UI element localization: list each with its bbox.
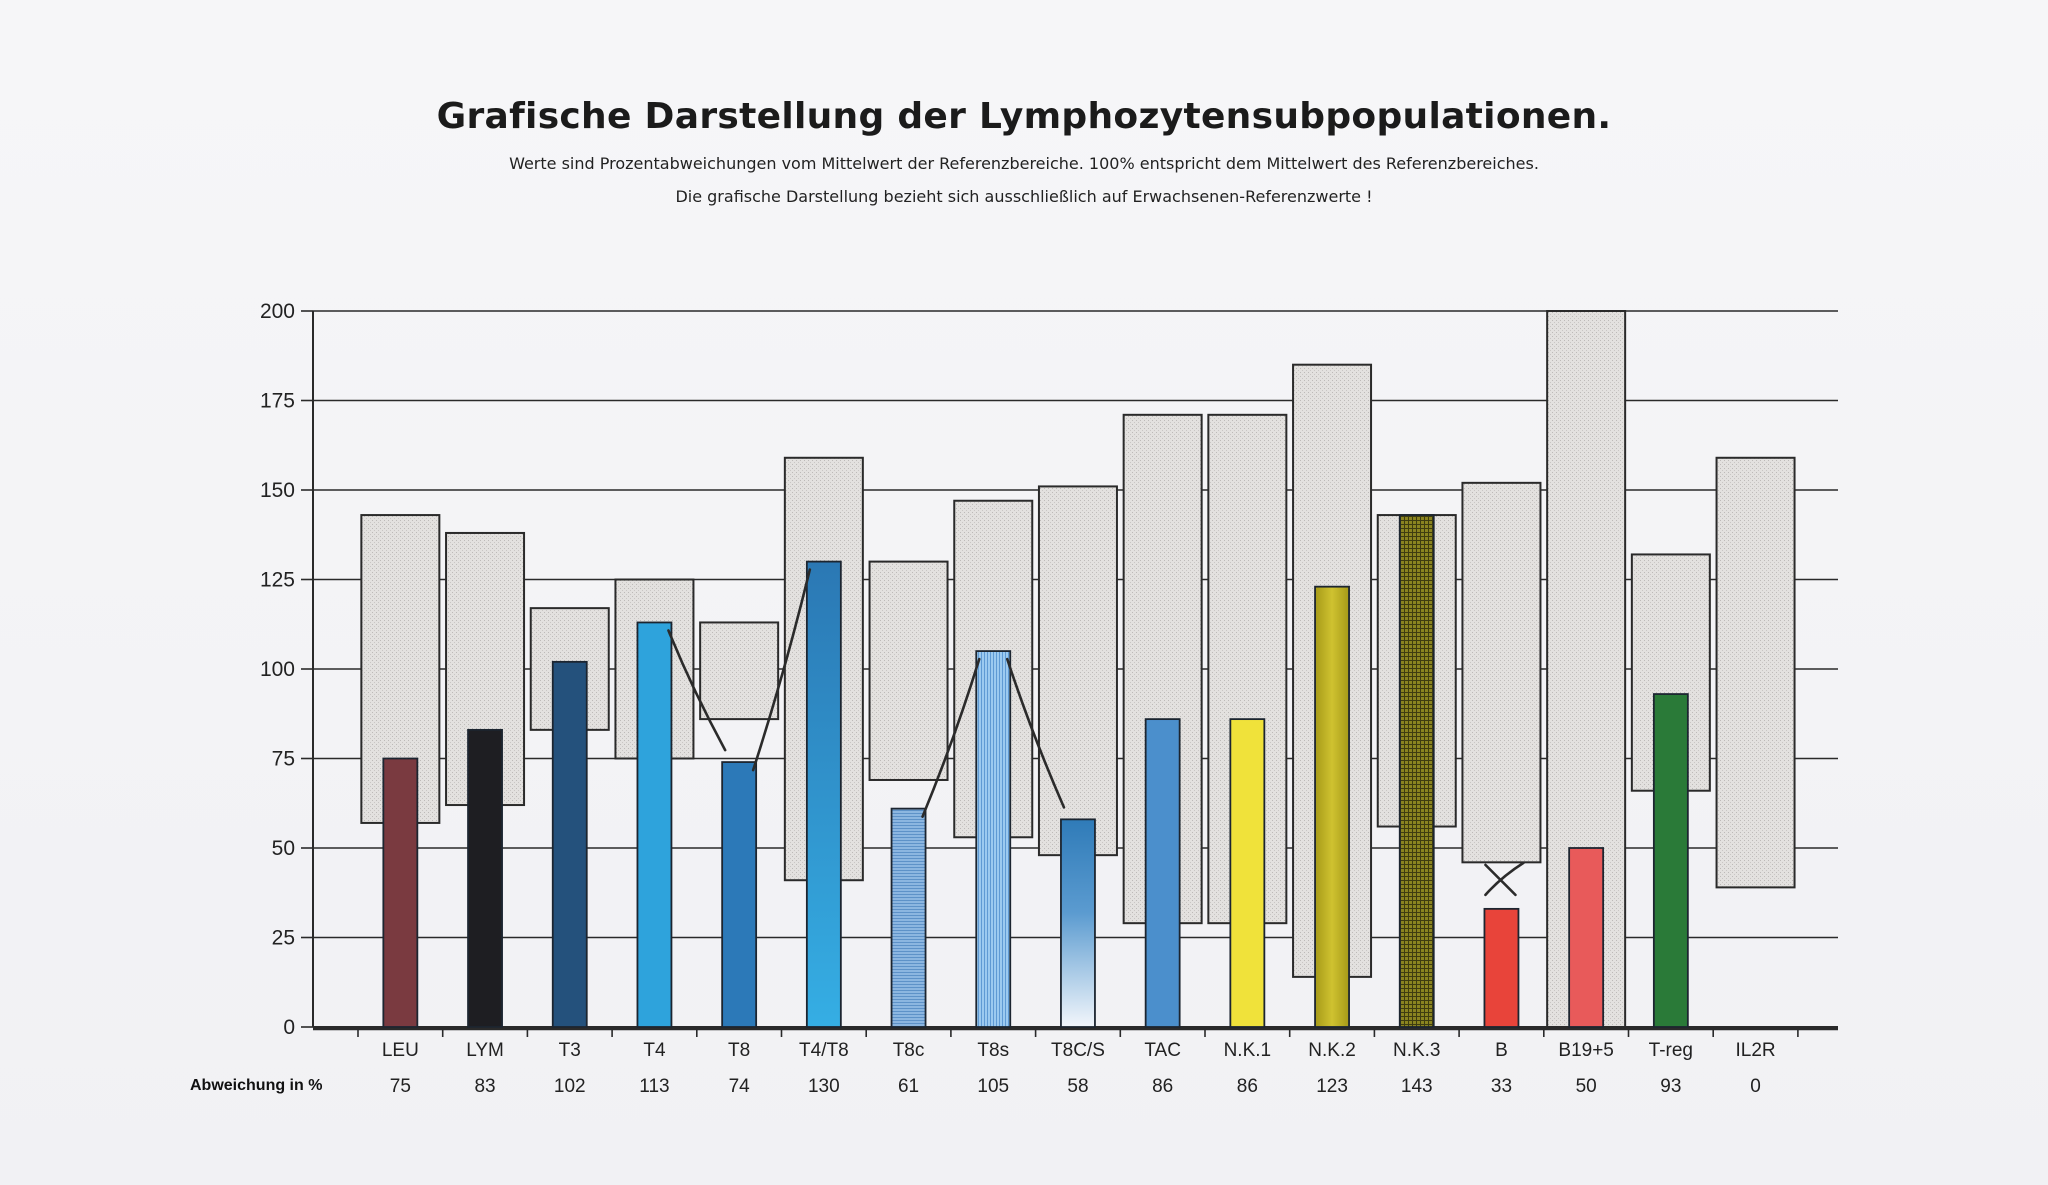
bar-t-reg <box>1652 693 1689 1028</box>
value-label: 75 <box>390 1076 411 1097</box>
subtitle-line-2: Die grafische Darstellung bezieht sich a… <box>675 187 1373 206</box>
bars <box>382 514 1689 1028</box>
handwritten-line <box>1005 657 1066 809</box>
bar-b19-5 <box>1568 847 1605 1028</box>
category-label: T8c <box>893 1040 925 1061</box>
value-label: 33 <box>1491 1076 1512 1097</box>
bar-t4-t8 <box>805 560 842 1028</box>
category-label: T3 <box>559 1040 581 1061</box>
axes <box>301 310 1838 1037</box>
value-label: 113 <box>639 1076 669 1097</box>
y-tick-label: 75 <box>272 748 295 771</box>
value-row-label: Abweichung in % <box>190 1077 322 1094</box>
value-label: 74 <box>729 1076 751 1097</box>
reference-range-t8c-s <box>1037 485 1118 857</box>
value-label: 61 <box>898 1076 919 1097</box>
y-tick-label: 50 <box>272 837 295 860</box>
reference-range-t8 <box>699 621 780 721</box>
reference-range-il2r <box>1715 456 1796 889</box>
value-label: 86 <box>1237 1076 1258 1097</box>
category-label: T8C/S <box>1051 1040 1105 1061</box>
category-label: LEU <box>382 1040 419 1061</box>
category-label: TAC <box>1144 1040 1181 1061</box>
category-label: T-reg <box>1649 1040 1693 1061</box>
category-label: N.K.3 <box>1393 1040 1441 1061</box>
bar-leu <box>382 757 419 1028</box>
bar-n-k-1 <box>1229 718 1266 1028</box>
value-label: 130 <box>808 1076 840 1097</box>
bar-lym <box>467 728 503 1028</box>
handwritten-line <box>751 568 812 772</box>
y-tick-label: 200 <box>260 300 295 323</box>
y-tick-label: 150 <box>260 479 295 502</box>
handwritten-line <box>921 657 981 818</box>
value-label: 123 <box>1316 1076 1348 1097</box>
value-label: 0 <box>1750 1076 1761 1097</box>
bar-t3 <box>551 660 588 1028</box>
bar-n-k-2 <box>1314 585 1350 1028</box>
y-tick-label: 175 <box>260 390 295 413</box>
bar-n-k-3 <box>1398 514 1435 1028</box>
bar-b <box>1483 907 1520 1028</box>
category-label: B <box>1495 1040 1508 1061</box>
value-label: 143 <box>1401 1076 1433 1097</box>
bar-t8c-s <box>1060 818 1096 1028</box>
bar-tac <box>1144 718 1181 1028</box>
value-label: 105 <box>977 1076 1009 1097</box>
category-label: N.K.2 <box>1308 1040 1356 1061</box>
bar-t8s <box>975 650 1012 1028</box>
bar-t4 <box>636 621 673 1028</box>
page-title: Grafische Darstellung der Lymphozytensub… <box>436 96 1612 137</box>
category-label: B19+5 <box>1558 1040 1613 1061</box>
bar-t8c <box>890 807 927 1028</box>
handwritten-line <box>667 629 727 752</box>
value-label: 83 <box>474 1076 495 1097</box>
subtitle-line-1: Werte sind Prozentabweichungen vom Mitte… <box>509 154 1539 173</box>
labels: 0 25 50 75 100 125 150 175 200 LEU 75 LYM 83 T3 102 T4 1… <box>190 300 1776 1097</box>
category-label: N.K.1 <box>1224 1040 1272 1061</box>
category-label: T4/T8 <box>799 1040 849 1061</box>
value-label: 102 <box>554 1076 586 1097</box>
category-label: IL2R <box>1735 1040 1775 1061</box>
reference-range-t8c <box>868 560 949 781</box>
value-label: 50 <box>1576 1076 1597 1097</box>
category-label: LYM <box>466 1040 504 1061</box>
bar-t8 <box>721 761 758 1028</box>
value-label: 93 <box>1660 1076 1681 1097</box>
category-label: T8s <box>977 1040 1009 1061</box>
y-tick-label: 0 <box>283 1016 295 1039</box>
y-tick-label: 100 <box>260 658 295 681</box>
y-tick-label: 25 <box>272 927 295 950</box>
value-label: 86 <box>1152 1076 1173 1097</box>
value-label: 58 <box>1067 1076 1088 1097</box>
category-label: T4 <box>643 1040 666 1061</box>
y-tick-label: 125 <box>260 569 295 592</box>
reference-range-b <box>1461 481 1542 864</box>
category-label: T8 <box>728 1040 750 1061</box>
handwritten-cross <box>1484 861 1525 897</box>
handwritten-annotations <box>667 568 1525 897</box>
